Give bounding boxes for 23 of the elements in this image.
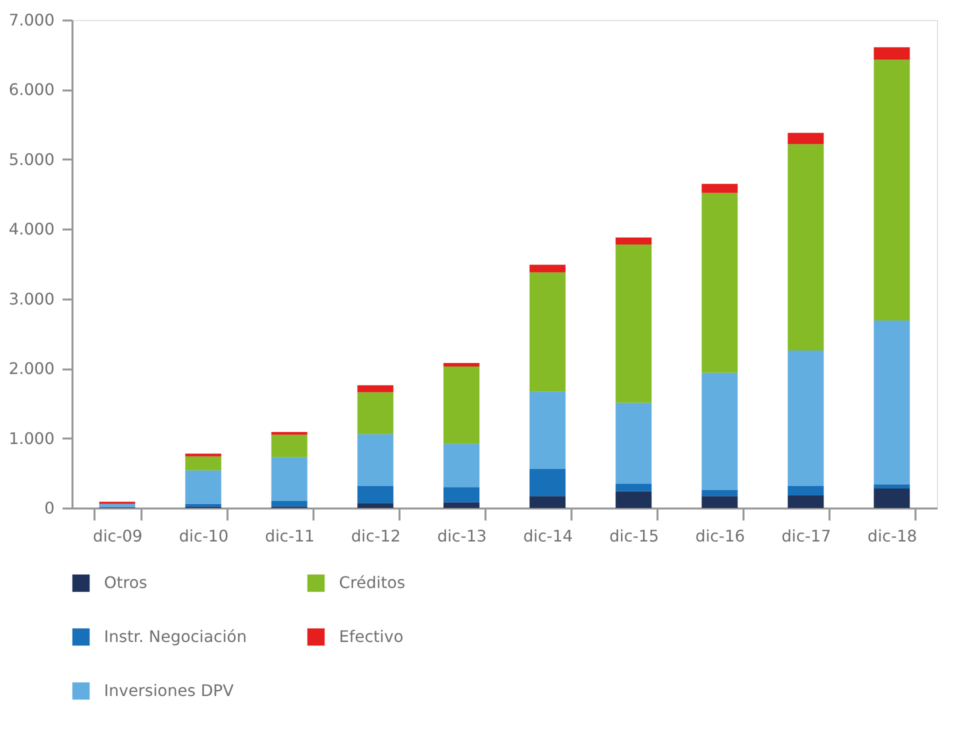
x-tick-label: dic-14	[523, 526, 573, 546]
y-tick-label: 5.000	[8, 150, 54, 169]
y-tick-label: 2.000	[8, 359, 54, 378]
legend-label: Efectivo	[339, 627, 404, 646]
y-tick-label: 0	[44, 498, 54, 518]
y-tick-label: 6.000	[8, 80, 54, 100]
y-tick-label: 1.000	[8, 428, 54, 448]
x-tick-label: dic-18	[868, 526, 918, 546]
y-tick-label: 3.000	[8, 289, 54, 308]
x-tick-label: dic-17	[781, 526, 832, 546]
x-tick-label: dic-10	[178, 526, 229, 546]
x-tick-label: dic-15	[609, 526, 659, 546]
x-tick-label: dic-09	[92, 526, 142, 546]
x-tick-label: dic-12	[351, 526, 401, 546]
legend-label: Otros	[104, 573, 148, 592]
x-tick-label: dic-13	[437, 526, 487, 546]
legend-label: Créditos	[339, 573, 406, 592]
x-tick-label: dic-11	[265, 526, 315, 546]
y-tick-label: 4.000	[8, 220, 54, 239]
legend-label: Inversiones DPV	[104, 681, 234, 700]
legend-label: Instr. Negociación	[104, 627, 247, 646]
x-tick-label: dic-16	[695, 526, 745, 546]
y-tick-label: 7.000	[8, 10, 54, 30]
